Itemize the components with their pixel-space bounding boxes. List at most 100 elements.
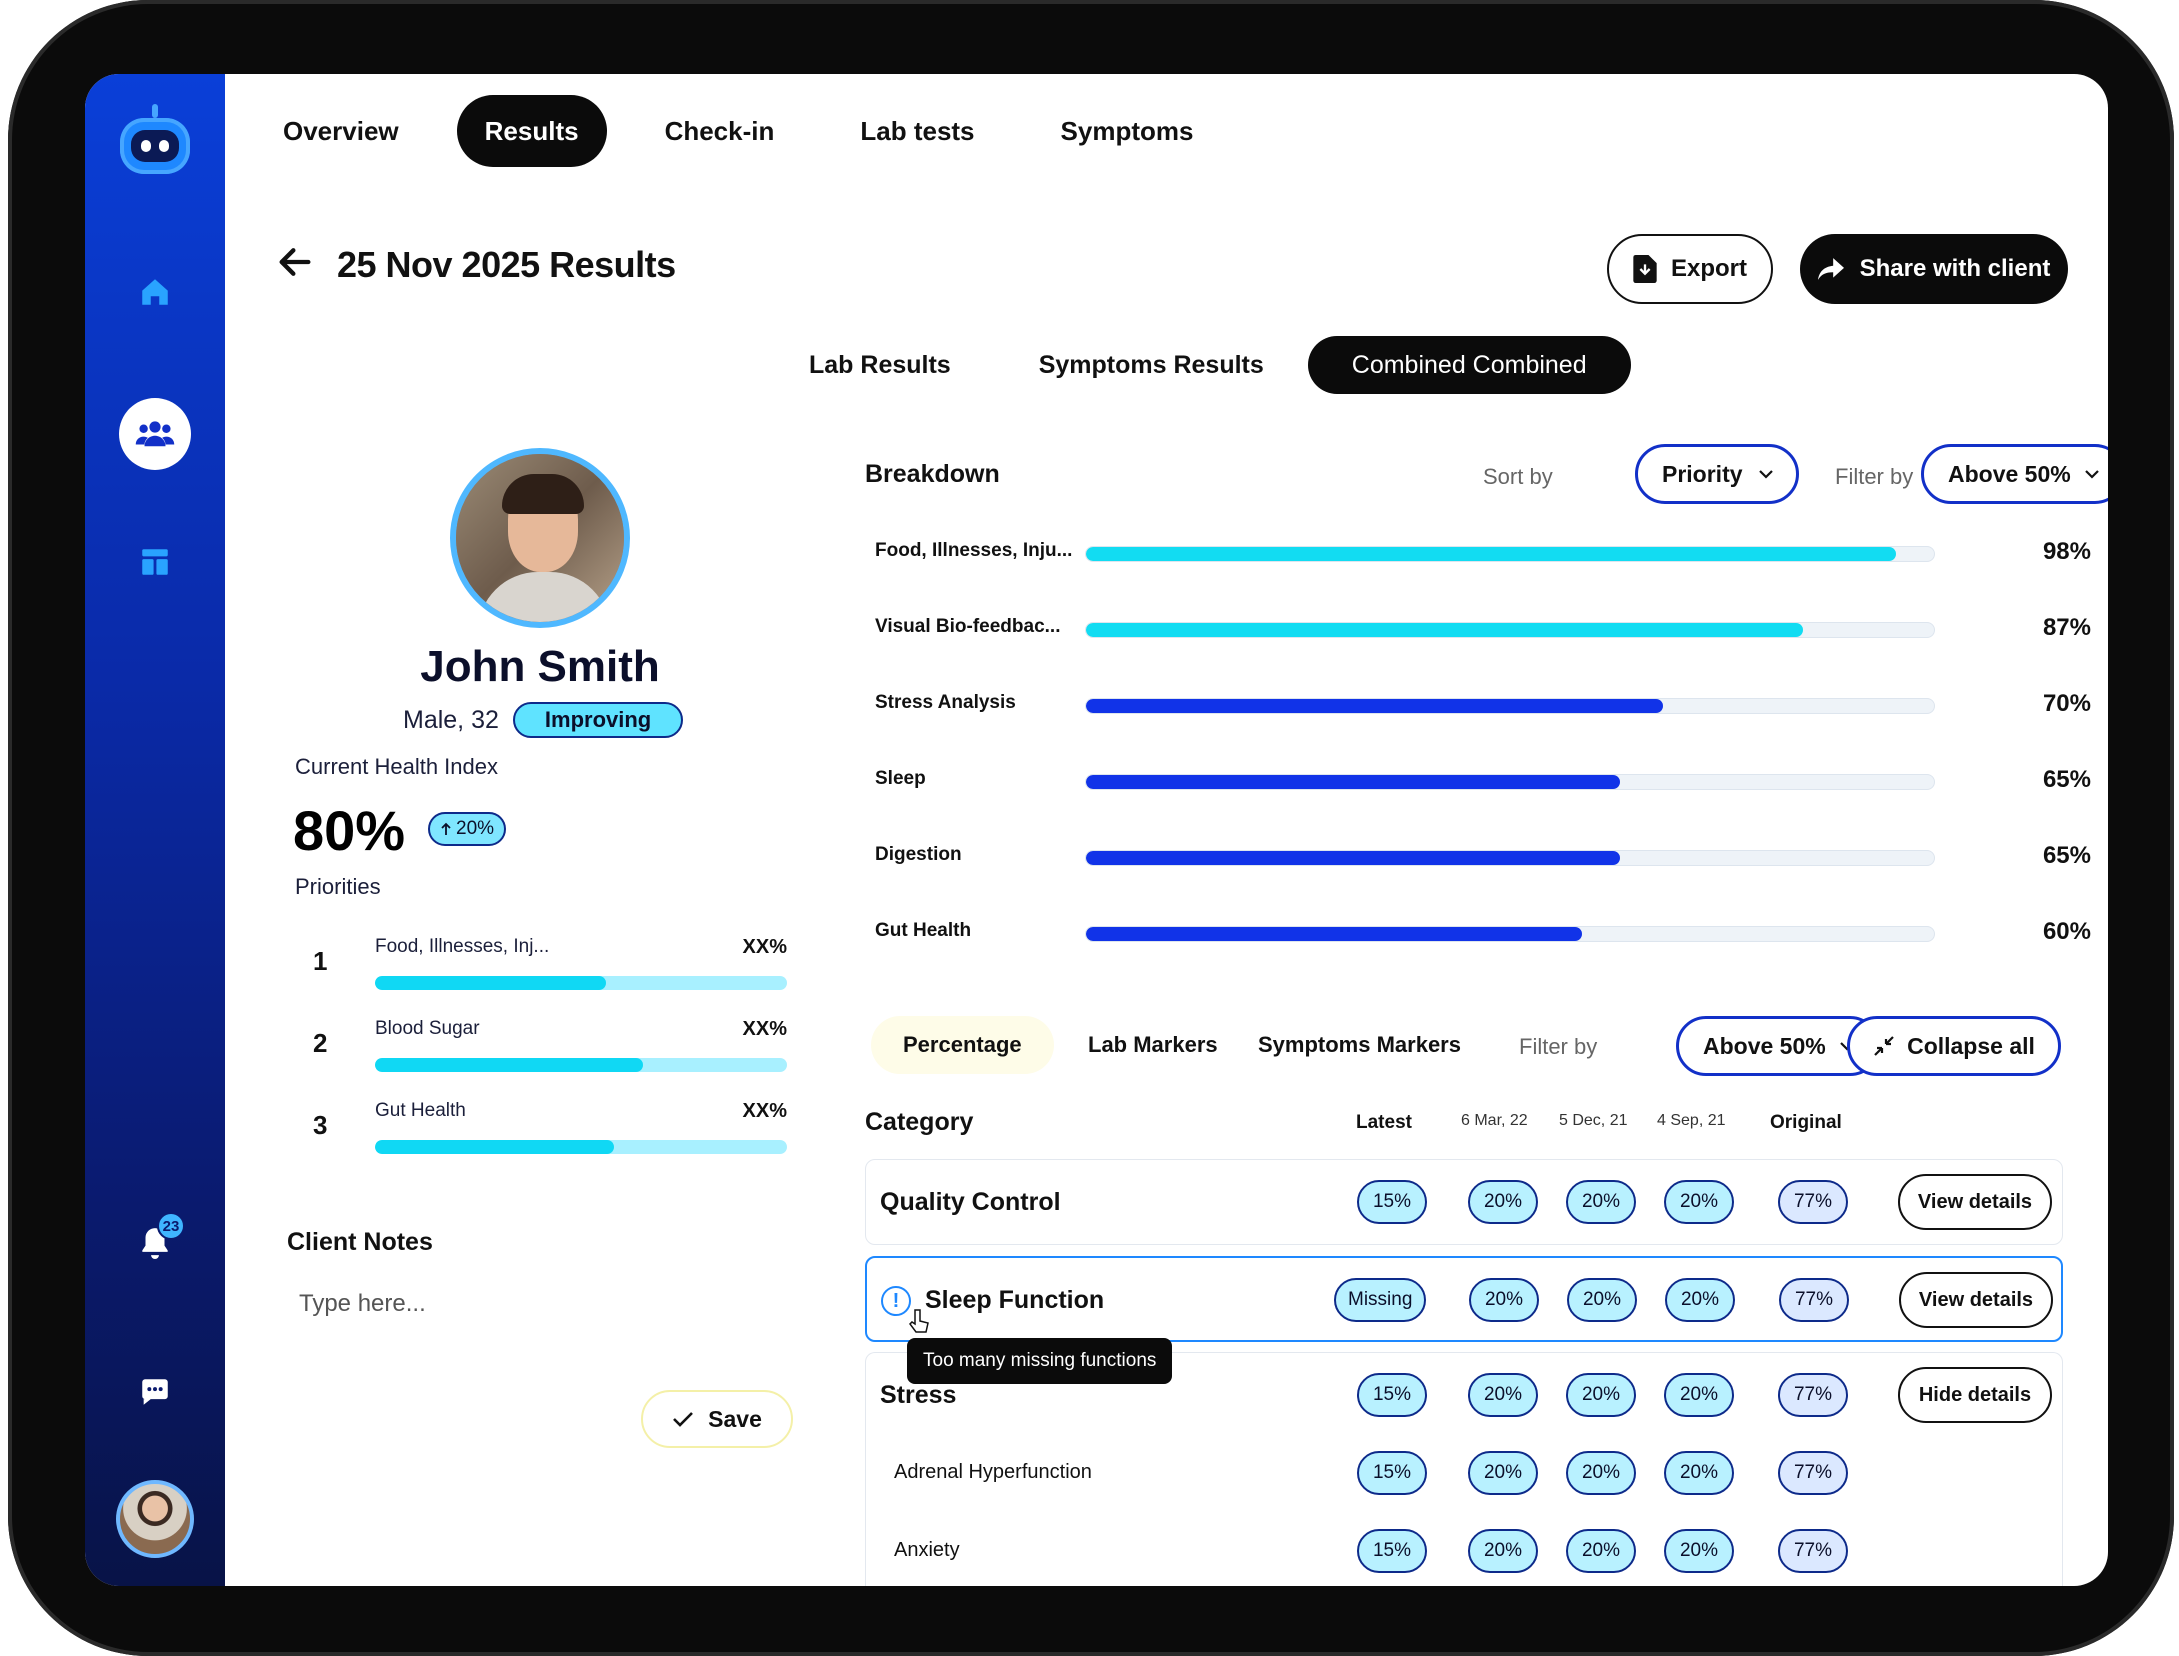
breakdown-progress-fill xyxy=(1086,699,1663,713)
value-chip: 77% xyxy=(1779,1278,1849,1322)
sort-select[interactable]: Priority xyxy=(1635,444,1799,504)
breakdown-progress-track xyxy=(1085,546,1935,562)
sort-by-label: Sort by xyxy=(1483,464,1553,489)
value-chip: 20% xyxy=(1566,1451,1636,1495)
column-original: Original xyxy=(1770,1112,1842,1133)
tab-check-in[interactable]: Check-in xyxy=(664,115,775,146)
value-chip: 15% xyxy=(1357,1451,1427,1495)
save-button[interactable]: Save xyxy=(641,1390,793,1448)
priority-item[interactable]: 2 Blood Sugar XX% xyxy=(313,1018,787,1088)
breakdown-filter-select[interactable]: Above 50% xyxy=(1921,444,2108,504)
breakdown-progress-fill xyxy=(1086,775,1621,789)
breakdown-row[interactable]: Stress Analysis 70% xyxy=(875,686,2108,726)
dashboard-icon[interactable] xyxy=(85,534,225,590)
value-chip: 20% xyxy=(1566,1529,1636,1573)
share-with-client-button[interactable]: Share with client xyxy=(1800,234,2068,304)
priority-progress-track xyxy=(375,1140,787,1154)
category-name: Sleep Function xyxy=(925,1286,1105,1314)
column-date-2: 5 Dec, 21 xyxy=(1559,1112,1628,1129)
breakdown-progress-fill xyxy=(1086,927,1583,941)
priority-name: Gut Health xyxy=(375,1100,466,1121)
chat-icon[interactable] xyxy=(85,1364,225,1420)
details-button[interactable]: View details xyxy=(1899,1272,2053,1328)
breakdown-value: 87% xyxy=(2042,614,2091,641)
export-label: Export xyxy=(1670,255,1747,282)
tab-results[interactable]: Results xyxy=(456,95,607,167)
value-chip: 20% xyxy=(1664,1451,1734,1495)
priority-item[interactable]: 1 Food, Illnesses, Inj... XX% xyxy=(313,936,787,1006)
value-chip: 15% xyxy=(1357,1180,1427,1224)
breakdown-row[interactable]: Visual Bio-feedbac... 87% xyxy=(875,610,2108,650)
priority-rank: 3 xyxy=(313,1110,328,1140)
gender-age: Male, 32 xyxy=(403,705,499,734)
client-notes-input[interactable] xyxy=(299,1290,679,1318)
tab-lab-tests[interactable]: Lab tests xyxy=(860,115,975,146)
back-arrow-icon[interactable] xyxy=(275,242,315,282)
value-chip: 77% xyxy=(1778,1529,1848,1573)
breakdown-progress-track xyxy=(1085,774,1935,790)
category-filter-select[interactable]: Above 50% xyxy=(1676,1016,1880,1076)
home-icon[interactable] xyxy=(85,264,225,320)
share-label: Share with client xyxy=(1859,255,2051,282)
breakdown-progress-track xyxy=(1085,622,1935,638)
page-title: 25 Nov 2025 Results xyxy=(337,244,676,285)
category-filter-label: Filter by xyxy=(1519,1034,1598,1059)
export-button[interactable]: Export xyxy=(1607,234,1773,304)
priority-progress-fill xyxy=(375,1058,643,1072)
chevron-down-icon xyxy=(1759,470,1773,479)
tab-lab-markers[interactable]: Lab Markers xyxy=(1088,1032,1218,1057)
breakdown-row[interactable]: Sleep 65% xyxy=(875,762,2108,802)
tab-symptoms-results[interactable]: Symptoms Results xyxy=(1038,350,1264,379)
category-header: Category xyxy=(865,1108,974,1136)
bell-icon[interactable]: 23 xyxy=(85,1204,225,1284)
collapse-all-button[interactable]: Collapse all xyxy=(1847,1016,2061,1076)
warning-icon[interactable]: ! xyxy=(881,1286,911,1316)
breakdown-name: Stress Analysis xyxy=(875,692,1016,713)
tab-overview[interactable]: Overview xyxy=(283,115,399,146)
tab-combined[interactable]: Combined Combined xyxy=(1307,336,1631,394)
breakdown-row[interactable]: Food, Illnesses, Inju... 98% xyxy=(875,534,2108,574)
breakdown-value: 70% xyxy=(2042,690,2091,717)
collapse-label: Collapse all xyxy=(1907,1032,2035,1059)
breakdown-name: Visual Bio-feedbac... xyxy=(875,616,1061,637)
breakdown-progress-track xyxy=(1085,698,1935,714)
breakdown-row[interactable]: Digestion 65% xyxy=(875,838,2108,878)
collapse-icon xyxy=(1874,1036,1894,1056)
category-row[interactable]: ! Sleep Function Missing 20% 20% 20% 77% View d… xyxy=(865,1256,2063,1342)
users-icon[interactable] xyxy=(85,394,225,474)
priority-item[interactable]: 3 Gut Health XX% xyxy=(313,1100,787,1170)
value-chip: 20% xyxy=(1469,1278,1539,1322)
health-index-label: Current Health Index xyxy=(295,754,498,779)
column-date-3: 4 Sep, 21 xyxy=(1657,1112,1726,1129)
category-row[interactable]: Quality Control 15% 20% 20% 20% 77% View detai… xyxy=(865,1159,2063,1245)
tab-lab-results[interactable]: Lab Results xyxy=(809,350,951,379)
robot-logo-icon[interactable] xyxy=(85,104,225,188)
priority-progress-fill xyxy=(375,1140,614,1154)
details-button[interactable]: Hide details xyxy=(1898,1367,2052,1423)
sort-value: Priority xyxy=(1662,460,1743,487)
tab-symptoms[interactable]: Symptoms xyxy=(1060,115,1194,146)
priorities-label: Priorities xyxy=(295,874,381,899)
breakdown-name: Food, Illnesses, Inju... xyxy=(875,540,1073,561)
value-chip: 20% xyxy=(1664,1373,1734,1417)
value-chip: 77% xyxy=(1778,1180,1848,1224)
tab-symptoms-markers[interactable]: Symptoms Markers xyxy=(1258,1032,1461,1057)
priority-name: Food, Illnesses, Inj... xyxy=(375,936,550,957)
results-sub-tabs: Lab Results Symptoms Results Combined Co… xyxy=(765,336,1631,394)
filter-by-label: Filter by xyxy=(1835,464,1914,489)
breakdown-row[interactable]: Gut Health 60% xyxy=(875,914,2108,954)
category-row[interactable]: Stress 15% 20% 20% 20% 77% Hide details Adrenal… xyxy=(865,1352,2063,1586)
details-button[interactable]: View details xyxy=(1898,1174,2052,1230)
priority-rank: 2 xyxy=(313,1028,328,1058)
tablet-frame: 23 Overview Results Check-in Lab tests S… xyxy=(8,0,2174,1656)
sidebar: 23 xyxy=(85,74,225,1586)
tab-percentage[interactable]: Percentage xyxy=(871,1016,1054,1074)
user-avatar[interactable] xyxy=(85,1474,225,1564)
priority-value: XX% xyxy=(742,1100,787,1122)
profile-avatar xyxy=(450,448,630,628)
priority-progress-track xyxy=(375,1058,787,1072)
value-chip: 20% xyxy=(1468,1529,1538,1573)
value-chip: 77% xyxy=(1778,1373,1848,1417)
filter-value: Above 50% xyxy=(1703,1032,1826,1059)
health-index-delta-badge: 20% xyxy=(428,812,507,846)
